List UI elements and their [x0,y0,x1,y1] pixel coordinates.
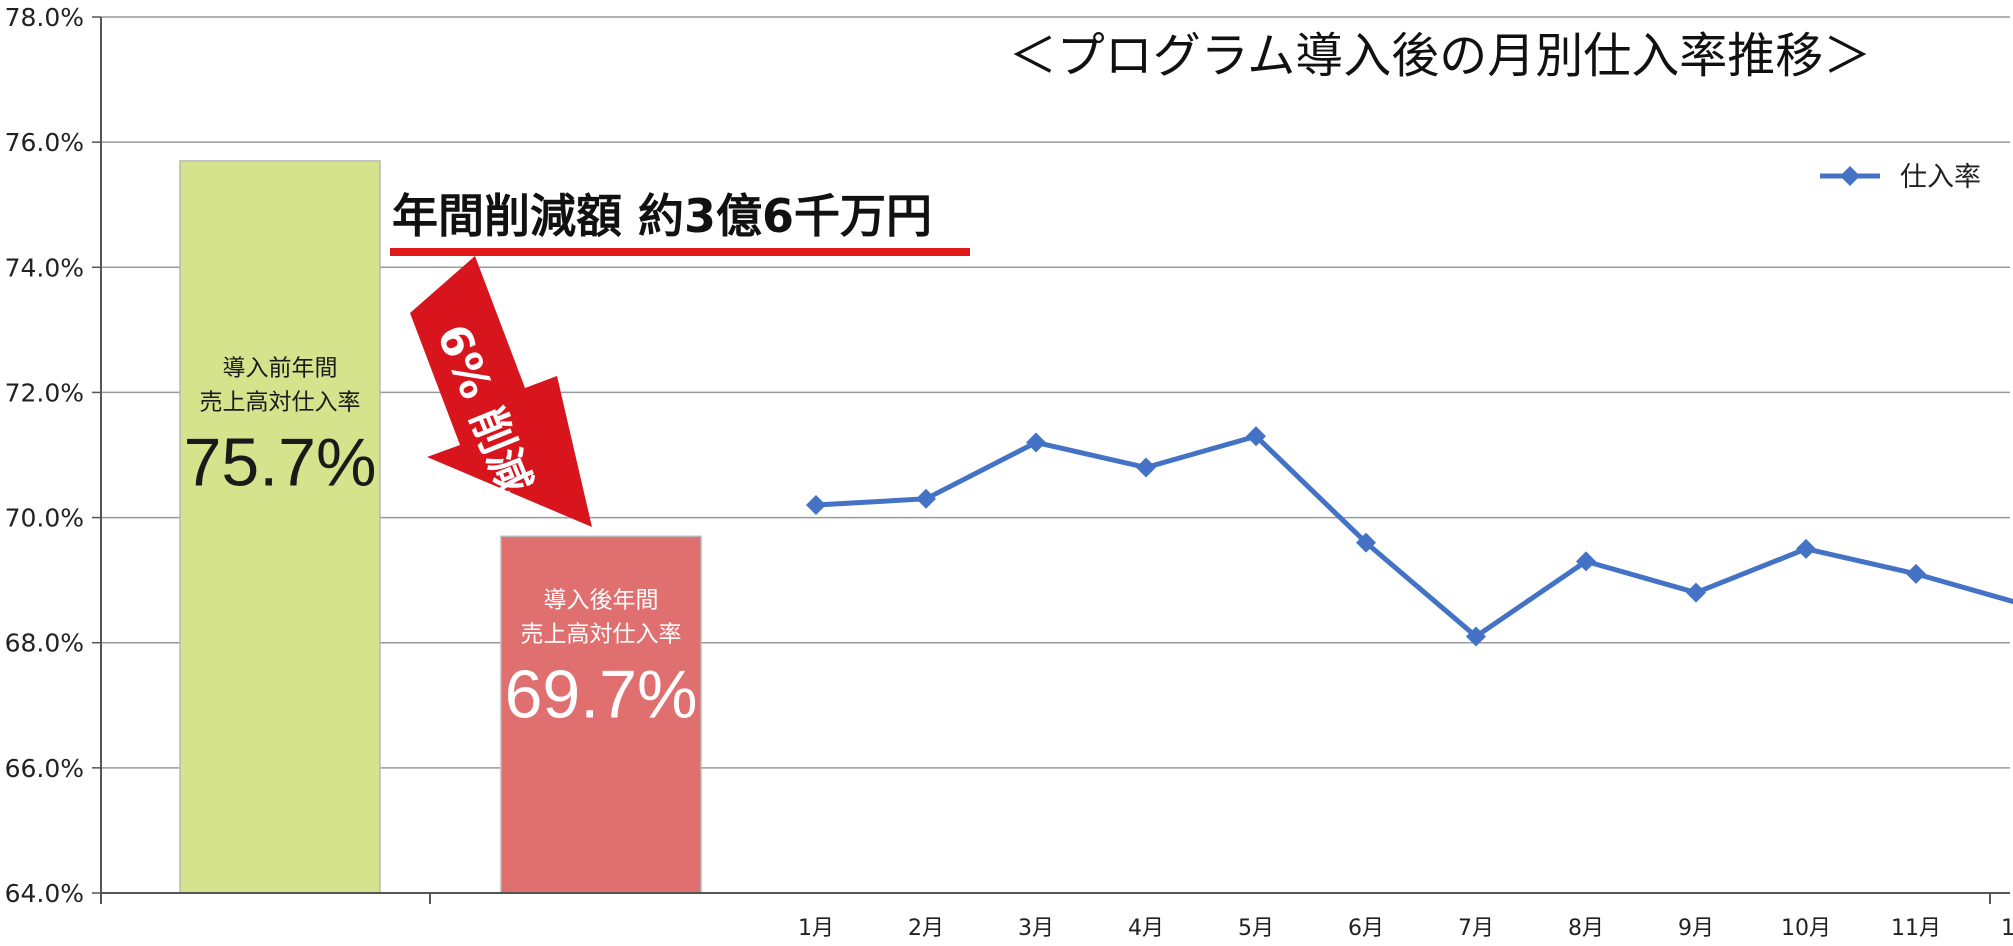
bar-label-line2: 売上高対仕入率 [200,390,361,416]
savings-annotation: 年間削減額 約3億6千万円 [390,189,970,256]
x-category-label: 7月 [1458,916,1494,941]
bar-value-label: 75.7% [184,425,377,501]
chart-title: ＜プログラム導入後の月別仕入率推移＞ [1009,28,1872,84]
y-tick-label: 68.0% [5,629,84,658]
annual-bar [500,535,702,894]
series-line [815,433,2013,639]
y-axis-tick-labels: 64.0% 66.0% 68.0% 70.0% 72.0% 74.0% 76.0% 78.0% [5,3,84,908]
data-point [916,488,936,509]
data-point [806,495,826,516]
y-tick-label: 70.0% [5,504,84,533]
x-category-label: 11月 [1891,916,1941,941]
y-tick-label: 74.0% [5,253,84,282]
legend: 仕入率 [1820,162,1981,193]
y-tick-label: 76.0% [5,128,84,157]
reduction-arrow-shape [410,256,592,527]
x-category-label: 4月 [1128,916,1164,941]
bar-label-line1: 導入後年間 [544,588,659,614]
x-category-label: 9月 [1678,916,1714,941]
y-tick-label: 64.0% [5,879,84,908]
savings-text: 年間削減額 約3億6千万円 [392,189,932,243]
gridlines [92,16,2010,894]
y-tick-label: 72.0% [5,378,84,407]
reduction-arrow: 6% 削減 [410,256,592,527]
data-point [1026,432,1046,453]
bar-label-line1: 導入前年間 [223,356,338,382]
data-point [1246,426,1266,447]
bar-value-label: 69.7% [505,657,698,733]
savings-underline [390,248,970,256]
legend-marker-diamond [1840,166,1860,186]
x-category-label: 8月 [1568,916,1604,941]
y-tick-label: 66.0% [5,754,84,783]
legend-label: 仕入率 [1900,162,1981,193]
x-category-label: 1月 [798,916,834,941]
x-category-label: 3月 [1018,916,1054,941]
bar-label-line2: 売上高対仕入率 [521,622,682,648]
x-category-label: 5月 [1238,916,1274,941]
data-point [1906,563,1926,584]
x-category-label: 10月 [1781,916,1831,941]
axes [100,17,2010,904]
x-axis-category-labels: 1月 2月 3月 4月 5月 6月 7月 8月 9月 10月 11月 12月 [798,916,2013,941]
x-category-label: 12月 [2001,916,2013,941]
annual-bar [179,160,381,894]
data-point [1686,582,1706,603]
data-point [1136,457,1156,478]
data-point [1796,538,1816,559]
series-purchase-rate [806,426,2013,647]
x-category-label: 2月 [908,916,944,941]
data-point [1356,532,1376,553]
data-point [1576,551,1596,572]
data-point [1466,626,1486,647]
x-category-label: 6月 [1348,916,1384,941]
y-tick-label: 78.0% [5,3,84,32]
